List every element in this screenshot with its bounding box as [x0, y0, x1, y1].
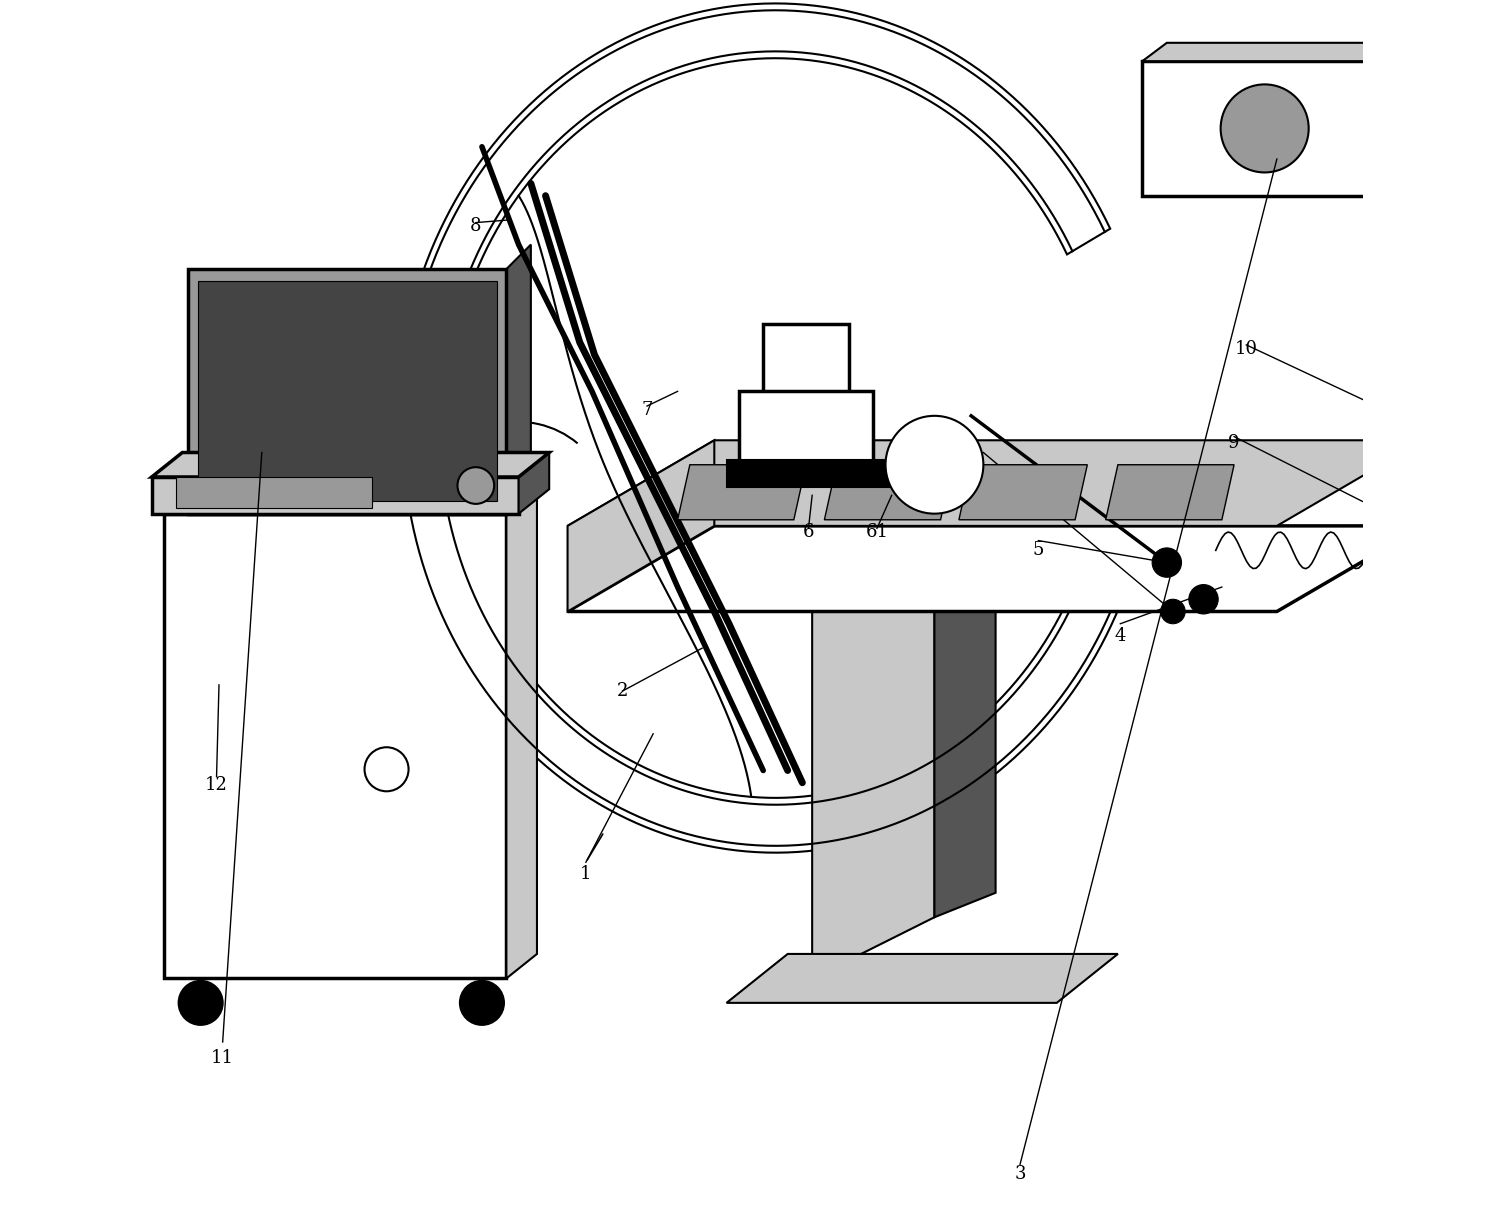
- Bar: [152, 477, 518, 514]
- Text: 2: 2: [617, 682, 628, 700]
- Circle shape: [1152, 548, 1182, 577]
- Polygon shape: [813, 612, 934, 978]
- Text: 61: 61: [865, 523, 889, 541]
- Bar: [176, 477, 372, 508]
- Text: 3: 3: [1014, 1166, 1026, 1183]
- Circle shape: [460, 981, 505, 1025]
- Polygon shape: [568, 440, 715, 612]
- Polygon shape: [727, 954, 1117, 1003]
- Bar: [1143, 61, 1502, 196]
- Polygon shape: [677, 465, 807, 520]
- Bar: [1386, 954, 1502, 1076]
- Circle shape: [1190, 585, 1218, 614]
- Polygon shape: [568, 526, 1424, 612]
- Text: 7: 7: [641, 401, 653, 418]
- PathPatch shape: [397, 4, 1125, 852]
- Circle shape: [458, 467, 494, 504]
- Polygon shape: [568, 440, 1424, 526]
- Bar: [739, 391, 873, 465]
- Polygon shape: [506, 245, 530, 514]
- Text: 10: 10: [1235, 340, 1257, 357]
- Circle shape: [1161, 599, 1185, 624]
- Circle shape: [1221, 84, 1308, 172]
- Text: 11: 11: [212, 1049, 234, 1066]
- Circle shape: [179, 981, 222, 1025]
- Bar: [164, 514, 506, 978]
- Text: 9: 9: [1229, 434, 1239, 451]
- Text: 12: 12: [206, 777, 228, 794]
- Bar: [188, 269, 506, 514]
- Circle shape: [1389, 1079, 1433, 1123]
- Polygon shape: [934, 612, 996, 917]
- Text: 8: 8: [470, 218, 482, 235]
- Polygon shape: [958, 465, 1087, 520]
- Text: 5: 5: [1033, 542, 1044, 559]
- Bar: [763, 324, 849, 397]
- Text: 4: 4: [1114, 627, 1126, 645]
- Polygon shape: [518, 453, 550, 514]
- Bar: [727, 460, 910, 487]
- Bar: [198, 281, 497, 501]
- Circle shape: [1490, 84, 1502, 172]
- Text: 6: 6: [802, 523, 814, 541]
- Polygon shape: [1143, 43, 1502, 61]
- Circle shape: [365, 747, 409, 791]
- Circle shape: [886, 416, 984, 514]
- Polygon shape: [188, 489, 530, 514]
- Text: 1: 1: [580, 866, 592, 883]
- Polygon shape: [152, 453, 550, 477]
- Polygon shape: [825, 465, 952, 520]
- Polygon shape: [1105, 465, 1235, 520]
- Polygon shape: [506, 489, 538, 978]
